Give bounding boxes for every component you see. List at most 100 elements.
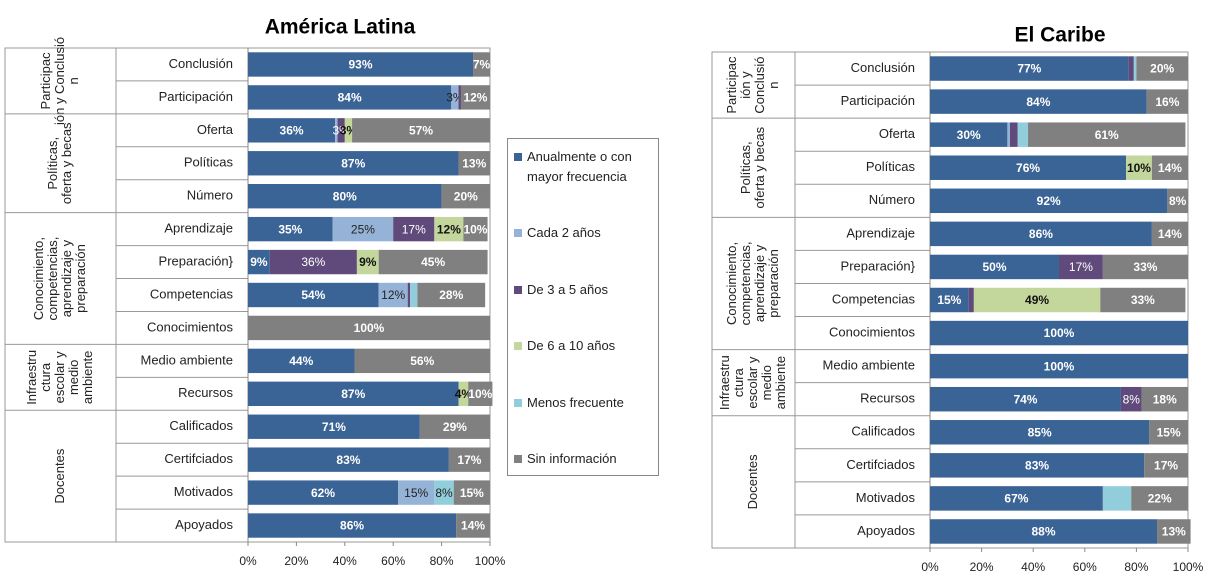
data-label: 83% <box>1025 459 1049 473</box>
category-label: Oferta <box>879 126 916 141</box>
data-label: 9% <box>359 255 377 269</box>
group-label: Infraestru <box>24 350 39 405</box>
bar-segment <box>356 249 379 275</box>
bar-segment <box>463 216 488 242</box>
bar-segment <box>1126 155 1152 180</box>
data-label: 77% <box>1017 62 1041 76</box>
legend-swatch <box>514 229 522 238</box>
category-label: Medio ambiente <box>141 352 234 367</box>
data-label: 14% <box>1158 227 1182 241</box>
x-tick-label: 40% <box>333 554 357 568</box>
bar-segment <box>451 85 459 110</box>
group-label: medio <box>66 360 81 395</box>
group-label: oferta y becas <box>752 126 767 208</box>
group-label: n <box>766 81 781 88</box>
bar-segment <box>441 184 490 209</box>
data-label: 13% <box>462 156 486 170</box>
bar-segment <box>393 216 435 242</box>
bar-segment <box>460 85 490 110</box>
frame <box>711 51 1189 549</box>
data-label: 25% <box>351 222 375 236</box>
bar-segment <box>248 282 379 308</box>
bar-segment <box>1120 386 1142 412</box>
data-label: 100% <box>354 321 385 335</box>
legend-label: Menos frecuente <box>527 394 624 410</box>
category-label: Calificados <box>851 424 915 439</box>
data-label: 8% <box>1169 194 1187 208</box>
data-label: 29% <box>443 420 467 434</box>
data-label: 57% <box>409 124 433 138</box>
category-label: Número <box>187 188 233 203</box>
group-label: aprendizaje y <box>59 239 74 317</box>
bar-segment <box>410 282 418 308</box>
bar-segment <box>335 118 338 143</box>
bar-segment <box>1131 486 1188 511</box>
data-label: 22% <box>1148 492 1172 506</box>
bar-segment <box>973 287 1101 313</box>
data-label: 7% <box>473 58 491 72</box>
data-label: 88% <box>1032 525 1056 539</box>
data-label: 76% <box>1016 161 1040 175</box>
legend-entry: De 3 a 5 años <box>514 280 654 300</box>
data-label: 84% <box>338 91 362 105</box>
data-label: 54% <box>301 288 325 302</box>
category-label: Recursos <box>178 385 233 400</box>
category-label: Certifciados <box>846 457 915 472</box>
bar-segment <box>453 480 490 505</box>
group-label: n <box>66 77 81 84</box>
bar-segment <box>1009 122 1018 147</box>
bar-segment <box>248 414 420 439</box>
legend-label: Sin información <box>527 450 617 466</box>
group-label: preparación <box>73 244 88 313</box>
group-label: medio <box>759 365 774 400</box>
data-label: 61% <box>1095 128 1119 142</box>
bar-segment <box>448 447 490 472</box>
data-label: 80% <box>333 189 357 203</box>
data-label: 85% <box>1028 425 1052 439</box>
data-label: 17% <box>1154 459 1178 473</box>
data-label: 14% <box>461 519 485 533</box>
bar-segment <box>378 282 408 308</box>
group-label: ambiente <box>80 351 95 404</box>
data-label: 8% <box>1123 392 1141 406</box>
legend-entry: Anualmente o con mayor frecuencia <box>514 147 654 187</box>
category-label: Participación <box>841 93 915 108</box>
group-label: Políticas, <box>45 137 60 190</box>
data-label: 4% <box>455 387 473 401</box>
data-label: 15% <box>1157 425 1181 439</box>
legend-entry: Sin información <box>514 449 654 469</box>
x-tick-label: 0% <box>921 560 939 571</box>
bar-segment <box>1146 89 1188 114</box>
legend-swatch <box>514 285 522 294</box>
bar-segment <box>456 513 490 538</box>
bar-segment <box>248 184 442 209</box>
data-label: 35% <box>278 222 302 236</box>
x-tick-label: 40% <box>1021 560 1045 571</box>
data-label: 14% <box>1158 161 1182 175</box>
data-label: 20% <box>1150 62 1174 76</box>
category-label: Medio ambiente <box>823 358 916 373</box>
data-label: 86% <box>1029 227 1053 241</box>
bar-segment <box>930 221 1152 247</box>
bar-segment <box>930 486 1103 511</box>
data-label: 45% <box>421 255 445 269</box>
bar-segment <box>434 216 464 242</box>
data-label: 17% <box>402 222 426 236</box>
category-label: Preparación} <box>841 258 916 273</box>
bar-segment <box>344 118 353 143</box>
legend-label: Anualmente o con mayor frecuencia <box>527 149 632 184</box>
data-label: 12% <box>381 288 405 302</box>
group-label: Políticas, <box>738 141 753 194</box>
bar-segment <box>930 254 1059 280</box>
legend-swatch <box>514 454 522 463</box>
legend-label: De 6 a 10 años <box>527 338 616 354</box>
data-label: 86% <box>340 519 364 533</box>
group-label: Conocimiento, <box>724 242 739 325</box>
category-label: Competencias <box>150 286 234 301</box>
data-label: 10% <box>1127 161 1151 175</box>
data-label: 10% <box>463 222 487 236</box>
data-label: 62% <box>311 486 335 500</box>
data-label: 67% <box>1004 492 1028 506</box>
bar-segment <box>248 348 355 374</box>
bar-segment <box>248 216 333 242</box>
